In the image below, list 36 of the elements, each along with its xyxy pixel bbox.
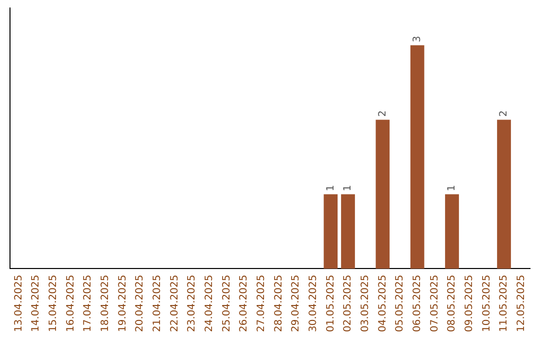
data-label: 2	[498, 110, 510, 117]
x-tick-label: 01.05.2025	[325, 274, 336, 332]
x-tick-label: 07.05.2025	[429, 274, 440, 332]
x-tick-label: 24.04.2025	[204, 274, 215, 332]
x-tick-label: 18.04.2025	[100, 274, 111, 332]
data-label: 1	[325, 184, 336, 192]
x-tick-label: 25.04.2025	[221, 274, 232, 332]
x-tick-label: 28.04.2025	[273, 274, 284, 332]
x-tick-label: 20.04.2025	[134, 274, 146, 332]
data-label: 1	[446, 184, 458, 192]
data-label: 2	[377, 110, 388, 117]
x-tick-label: 30.04.2025	[308, 274, 319, 332]
x-tick-label: 09.05.2025	[464, 274, 475, 332]
x-tick-label: 26.04.2025	[238, 274, 250, 332]
x-tick-label: 04.05.2025	[377, 274, 388, 332]
x-tick-label: 11.05.2025	[498, 274, 510, 332]
x-tick-label: 03.05.2025	[360, 274, 371, 332]
data-label: 1	[342, 184, 354, 192]
x-tick-label: 22.04.2025	[169, 274, 180, 332]
x-tick-label: 10.05.2025	[481, 274, 492, 332]
x-tick-label: 02.05.2025	[342, 274, 354, 332]
x-tick-label: 17.04.2025	[82, 274, 94, 332]
x-tick-label: 27.04.2025	[256, 274, 267, 332]
x-tick-label: 06.05.2025	[412, 274, 423, 332]
x-tick-label: 13.04.2025	[13, 274, 24, 332]
x-tick-label: 15.04.2025	[48, 274, 59, 332]
x-tick-label: 12.05.2025	[516, 274, 527, 332]
x-tick-label: 21.04.2025	[152, 274, 163, 332]
x-tick-label: 14.04.2025	[30, 274, 42, 332]
x-tick-label: 08.05.2025	[446, 274, 458, 332]
data-label: 3	[412, 36, 423, 42]
x-tick-label: 16.04.2025	[65, 274, 76, 332]
x-tick-label: 19.04.2025	[117, 274, 128, 332]
x-tick-label: 29.04.2025	[290, 274, 302, 332]
x-tick-label: 23.04.2025	[186, 274, 198, 332]
x-tick-label: 05.05.2025	[394, 274, 406, 332]
